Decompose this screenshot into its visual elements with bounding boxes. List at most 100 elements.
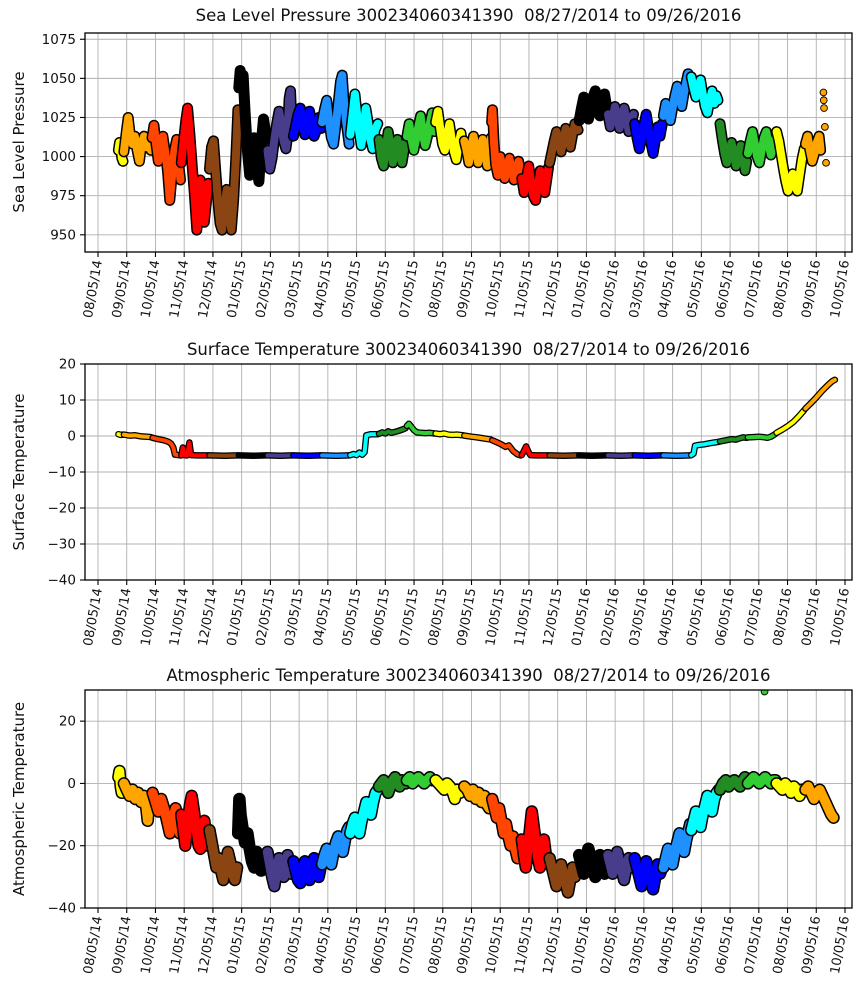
data-cluster-2016-06	[716, 119, 751, 175]
x-tick-label: 05/05/15	[340, 587, 365, 647]
data-cluster-2015-04	[318, 71, 354, 149]
data-cluster-2016-05	[686, 784, 724, 835]
x-tick-label: 05/05/16	[684, 915, 709, 975]
x-tick-label: 02/05/15	[253, 587, 278, 647]
x-tick-label: 11/05/15	[512, 915, 537, 975]
x-tick-label: 12/05/15	[541, 259, 566, 319]
x-tick-label: 08/05/15	[426, 915, 451, 975]
x-tick-label: 09/05/16	[799, 259, 824, 319]
data-cluster-2015-05	[346, 90, 382, 153]
x-tick-label: 12/05/15	[541, 587, 566, 647]
y-axis-label-surface-temperature: Surface Temperature	[10, 393, 28, 551]
data-cluster-2015-12	[544, 853, 583, 898]
x-tick-label: 03/05/15	[282, 587, 307, 647]
data-cluster-2014-11	[176, 791, 214, 854]
y-tick-label: 0	[67, 776, 76, 792]
x-tick-label: 10/05/14	[138, 915, 163, 975]
data-series-group	[115, 376, 839, 460]
x-tick-label: 07/05/15	[397, 587, 422, 647]
data-cluster-2014-12	[205, 105, 242, 235]
y-tick-label: −30	[48, 537, 77, 553]
x-tick-label: 10/05/15	[483, 915, 508, 975]
y-axis-label-atmospheric-temperature: Atmospheric Temperature	[10, 701, 28, 897]
x-tick-label: 08/05/16	[771, 915, 796, 975]
x-tick-label: 07/05/16	[742, 259, 767, 319]
axes-frame	[84, 689, 853, 909]
x-tick-label: 10/05/15	[483, 259, 508, 319]
x-tick-label: 03/05/15	[282, 259, 307, 319]
x-tick-label: 04/05/16	[656, 259, 681, 319]
y-axis-label-sea-level-pressure: Sea Level Pressure	[10, 71, 28, 213]
data-cluster-2015-12	[545, 119, 583, 167]
data-cluster-2016-01	[574, 844, 612, 882]
data-cluster-2015-10	[487, 105, 525, 184]
x-tick-label: 02/05/16	[598, 587, 623, 647]
x-tick-label: 11/05/14	[167, 587, 192, 647]
chart-title-sea-level-pressure: Sea Level Pressure 300234060341390 08/27…	[195, 6, 742, 25]
x-tick-label: 03/05/16	[627, 587, 652, 647]
x-tick-label: 11/05/15	[512, 587, 537, 647]
axes-frame	[84, 32, 853, 253]
y-tick-label: −40	[48, 573, 77, 589]
data-cluster-2015-11	[517, 806, 554, 873]
x-tick-label: 02/05/15	[253, 259, 278, 319]
data-cluster-2014-12	[204, 825, 242, 885]
x-tick-label: 05/05/15	[340, 259, 365, 319]
x-tick-label: 09/05/14	[110, 915, 135, 975]
y-tick-label: 1050	[42, 71, 76, 87]
data-cluster-2014-09	[121, 432, 153, 440]
data-cluster-2016-03	[630, 110, 667, 158]
data-cluster-2014-09	[119, 778, 156, 826]
x-tick-label: 01/05/16	[569, 259, 594, 319]
x-tick-label: 10/05/14	[138, 259, 163, 319]
x-tick-label: 10/05/16	[828, 259, 853, 319]
data-dot-2016-09 trailing	[821, 123, 829, 131]
data-cluster-2016-09	[803, 377, 837, 411]
x-tick-label: 04/05/16	[656, 587, 681, 647]
x-tick-label: 07/05/15	[397, 915, 422, 975]
x-tick-label: 01/05/15	[225, 259, 250, 319]
data-cluster-2016-02	[604, 102, 638, 136]
data-cluster-2016-05	[687, 72, 722, 117]
data-series-group	[112, 65, 830, 236]
x-tick-label: 06/05/15	[368, 915, 393, 975]
data-cluster-2014-10	[150, 435, 183, 458]
x-tick-label: 03/05/16	[627, 915, 652, 975]
x-tick-label: 04/05/16	[656, 915, 681, 975]
y-tick-label: 975	[50, 188, 76, 204]
data-cluster-2015-03	[288, 853, 326, 888]
x-tick-label: 03/05/16	[627, 259, 652, 319]
data-cluster-2016-07	[745, 431, 778, 440]
data-dot-2016-09 trailing	[819, 88, 828, 97]
x-tick-label: 09/05/16	[799, 915, 824, 975]
x-tick-label: 08/05/14	[81, 587, 106, 647]
data-cluster-2015-09	[462, 433, 493, 442]
data-cluster-2016-08	[774, 408, 807, 435]
x-tick-label: 10/05/15	[483, 587, 508, 647]
chart-title-surface-temperature: Surface Temperature 300234060341390 08/2…	[186, 340, 751, 359]
x-tick-label: 06/05/15	[368, 587, 393, 647]
x-tick-label: 02/05/16	[598, 259, 623, 319]
x-tick-label: 11/05/14	[167, 915, 192, 975]
y-tick-label: 1025	[42, 110, 76, 126]
data-cluster-2016-04	[659, 69, 695, 125]
x-tick-label: 08/05/14	[81, 259, 106, 319]
x-tick-label: 12/05/15	[541, 915, 566, 975]
x-tick-label: 09/05/14	[110, 587, 135, 647]
data-cluster-2015-06	[377, 426, 408, 436]
x-tick-label: 01/05/16	[569, 915, 594, 975]
x-tick-label: 09/05/14	[110, 259, 135, 319]
data-cluster-2014-09	[119, 113, 155, 166]
data-cluster-2016-08	[771, 778, 809, 801]
x-tick-label: 06/05/15	[368, 259, 393, 319]
x-tick-label: 04/05/15	[311, 915, 336, 975]
y-tick-label: −10	[48, 465, 77, 481]
y-tick-label: −20	[48, 838, 77, 854]
y-tick-label: 10	[59, 393, 76, 409]
data-cluster-2015-05	[345, 784, 383, 839]
chart-title-atmospheric-temperature: Atmospheric Temperature 300234060341390 …	[166, 666, 771, 685]
x-tick-label: 10/05/16	[828, 587, 853, 647]
data-cluster-2014-11	[179, 440, 211, 458]
